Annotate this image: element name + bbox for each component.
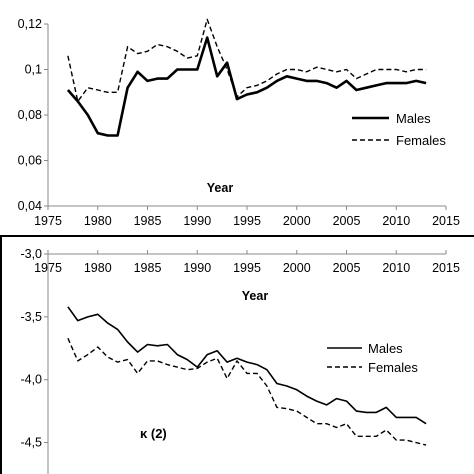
kappa-2-annotation: κ (2) [140, 426, 167, 441]
x-tick-label: 2005 [333, 261, 361, 275]
top-legend-males-label: Males [396, 111, 431, 126]
x-tick-label: 1975 [34, 214, 62, 228]
series-line-females [67, 337, 427, 446]
series-line-females [67, 18, 427, 103]
bottom-legend-females-label: Females [368, 360, 418, 375]
x-tick-label: 1980 [84, 261, 112, 275]
bottom-x-axis-title: Year [242, 289, 269, 303]
x-tick-label: 1990 [183, 261, 211, 275]
x-tick-label: 1985 [134, 261, 162, 275]
x-tick-label: 1980 [84, 214, 112, 228]
bottom-legend-males-label: Males [368, 341, 403, 356]
x-tick-label: 1995 [233, 261, 261, 275]
y-tick-label: 0,1 [25, 63, 42, 77]
x-tick-label: 2000 [283, 214, 311, 228]
x-tick-label: 2015 [432, 261, 460, 275]
x-tick-label: 1975 [34, 261, 62, 275]
top-panel: 0,04 0,06 0,08 0,1 0,12 1975 1980 1985 1990 1995 2… [18, 17, 460, 228]
y-tick-label: 0,04 [18, 199, 42, 213]
x-tick-label: 2010 [382, 261, 410, 275]
series-line-males [66, 36, 427, 137]
y-tick-label: -3,0 [20, 247, 42, 261]
top-legend-females-label: Females [396, 133, 446, 148]
y-tick-label: 0,08 [18, 108, 42, 122]
x-tick-label: 1990 [183, 214, 211, 228]
x-tick-label: 1985 [134, 214, 162, 228]
y-tick-label: -4,0 [20, 373, 42, 387]
series-line-males [67, 306, 427, 425]
x-tick-label: 2005 [333, 214, 361, 228]
x-tick-label: 2010 [382, 214, 410, 228]
y-tick-label: 0,12 [18, 17, 42, 31]
x-tick-label: 2000 [283, 261, 311, 275]
top-x-axis-title: Year [207, 181, 234, 195]
x-tick-label: 1995 [233, 214, 261, 228]
y-tick-label: -3,5 [20, 310, 42, 324]
x-tick-label: 2015 [432, 214, 460, 228]
bottom-panel: -3,0 -3,5 -4,0 -4,5 1975 1980 1985 1990 1995 2000… [20, 247, 460, 474]
y-tick-label: -4,5 [20, 436, 42, 450]
y-tick-label: 0,06 [18, 154, 42, 168]
